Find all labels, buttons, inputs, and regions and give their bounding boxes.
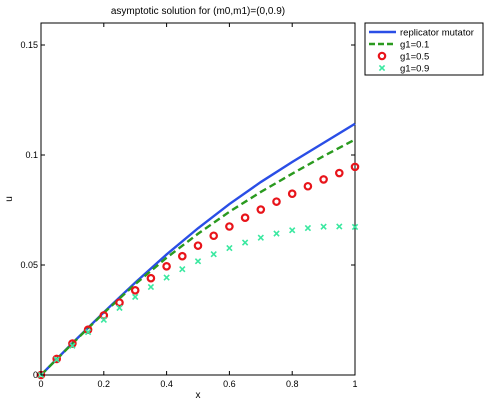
x-marker-stroke — [69, 342, 76, 349]
data-point — [179, 266, 186, 273]
series-4 — [37, 223, 359, 379]
x-marker-stroke — [378, 64, 386, 72]
y-tick-label: 0.15 — [20, 40, 38, 50]
data-point — [304, 224, 312, 232]
series-layer — [36, 122, 360, 380]
x-marker-stroke — [53, 356, 60, 363]
x-marker-stroke — [289, 227, 296, 234]
x-marker-stroke — [257, 234, 264, 241]
data-point — [226, 244, 233, 252]
legend-label: g1=0.1 — [400, 40, 429, 51]
data-point — [130, 285, 140, 295]
y-tick-label: 0.05 — [20, 260, 38, 270]
x-marker-stroke — [336, 223, 343, 230]
x-marker-stroke — [304, 224, 312, 232]
data-point — [319, 175, 328, 184]
data-point — [209, 231, 219, 241]
data-point — [84, 328, 92, 336]
data-point — [225, 222, 234, 231]
data-point — [146, 273, 156, 283]
legend-swatch — [377, 51, 387, 61]
legend-label: g1=0.9 — [400, 64, 429, 75]
x-marker-stroke — [116, 304, 123, 312]
y-tick-label: 0.1 — [25, 150, 38, 160]
data-point — [132, 293, 139, 301]
x-tick-label: 0.8 — [286, 379, 299, 389]
data-point — [194, 258, 202, 265]
data-point — [52, 354, 62, 364]
x-marker-stroke — [194, 258, 202, 265]
x-marker-stroke — [351, 223, 359, 231]
data-point — [336, 223, 343, 230]
data-point — [193, 241, 203, 250]
data-point — [163, 274, 170, 281]
x-marker-stroke — [320, 223, 327, 230]
data-point — [53, 356, 60, 363]
legend-swatch — [378, 64, 386, 72]
data-point — [99, 311, 109, 320]
data-point — [287, 189, 297, 199]
x-marker-stroke — [163, 274, 170, 281]
data-point — [69, 342, 76, 349]
data-point — [351, 223, 359, 231]
x-marker-stroke — [84, 328, 92, 336]
series-1 — [40, 122, 356, 376]
plot-area — [40, 22, 356, 376]
x-marker-stroke — [179, 266, 186, 273]
data-point — [162, 262, 171, 271]
data-point — [210, 251, 217, 258]
y-tick-label: 0 — [33, 370, 38, 380]
data-point — [273, 230, 280, 237]
data-point — [256, 205, 266, 214]
x-marker-stroke — [132, 293, 139, 301]
data-point — [241, 239, 249, 246]
x-tick-label: 1 — [352, 379, 357, 389]
x-marker-stroke — [210, 251, 217, 258]
axis-layer: 0 0.2 0.4 0.6 0.8 1 0 0.05 0.1 0.15 — [20, 23, 358, 389]
x-marker-stroke — [273, 230, 280, 237]
data-point — [303, 181, 313, 191]
series-line — [40, 122, 356, 376]
x-tick-label: 0 — [38, 379, 43, 389]
data-point — [116, 304, 123, 312]
x-axis-label: x — [196, 390, 201, 401]
data-point — [334, 168, 344, 178]
x-marker-stroke — [147, 283, 155, 291]
x-marker-stroke — [226, 244, 233, 252]
x-marker-stroke — [100, 316, 107, 323]
data-point — [257, 234, 264, 241]
x-tick-label: 0.6 — [223, 379, 236, 389]
x-marker-stroke — [241, 239, 249, 246]
data-point — [240, 213, 250, 223]
data-point — [147, 283, 155, 291]
data-point — [320, 223, 327, 230]
series-line — [40, 138, 356, 376]
data-point — [115, 298, 124, 307]
data-point — [350, 162, 360, 172]
x-tick-label: 0.2 — [98, 379, 111, 389]
x-tick-label: 0.4 — [160, 379, 173, 389]
legend-label: replicator mutator — [400, 28, 474, 39]
series-3 — [36, 162, 360, 380]
series-2 — [40, 138, 356, 376]
data-point — [100, 316, 107, 323]
data-point — [178, 251, 187, 261]
y-axis-label: u — [4, 196, 15, 202]
chart-title: asymptotic solution for (m0,m1)=(0,0.9) — [111, 6, 285, 17]
data-point — [272, 197, 281, 206]
legend-label: g1=0.5 — [400, 52, 429, 63]
data-point — [289, 227, 296, 234]
